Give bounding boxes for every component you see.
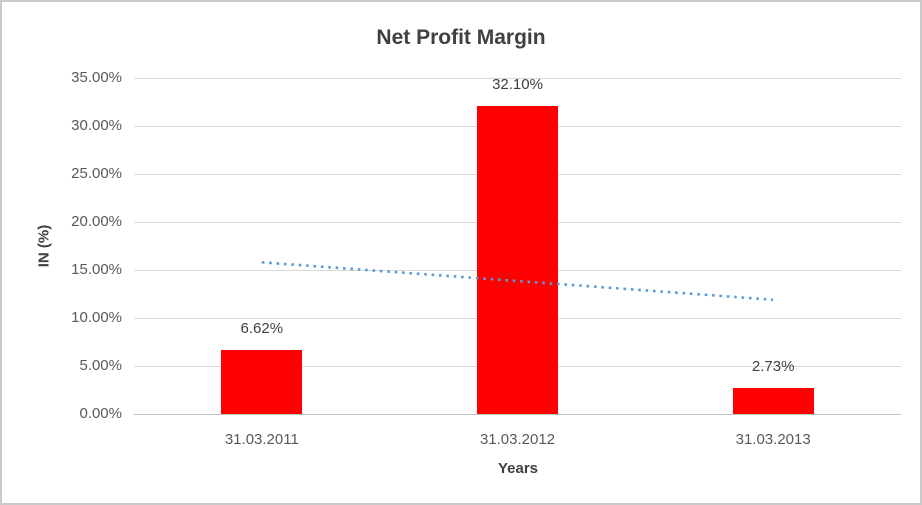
y-axis-tick-label: 35.00% <box>71 69 122 86</box>
x-axis-title: Years <box>497 460 539 477</box>
y-axis-tick-label: 25.00% <box>71 165 122 182</box>
bar-data-label: 32.10% <box>492 75 543 93</box>
bar-31.03.2011[interactable] <box>221 350 303 414</box>
bar-data-label: 2.73% <box>751 357 795 375</box>
y-axis-tick-label: 0.00% <box>79 405 122 422</box>
x-axis-tick-label: 31.03.2011 <box>224 431 299 448</box>
x-axis-line <box>134 414 901 415</box>
gridline <box>134 78 901 79</box>
y-axis-tick-label: 5.00% <box>79 357 122 374</box>
y-axis-tick-label: 15.00% <box>71 261 122 278</box>
x-axis-tick-label: 31.03.2013 <box>735 431 811 448</box>
y-axis-tick-label: 10.00% <box>71 309 122 326</box>
x-axis-tick-label: 31.03.2012 <box>479 431 556 448</box>
y-axis-tick-label: 30.00% <box>71 117 122 134</box>
y-axis-tick-label: 20.00% <box>71 213 122 230</box>
chart-title: Net Profit Margin <box>376 26 546 49</box>
bar-31.03.2013[interactable] <box>732 387 814 414</box>
bar-data-label: 6.62% <box>240 320 284 338</box>
bar-31.03.2012[interactable] <box>477 105 558 414</box>
